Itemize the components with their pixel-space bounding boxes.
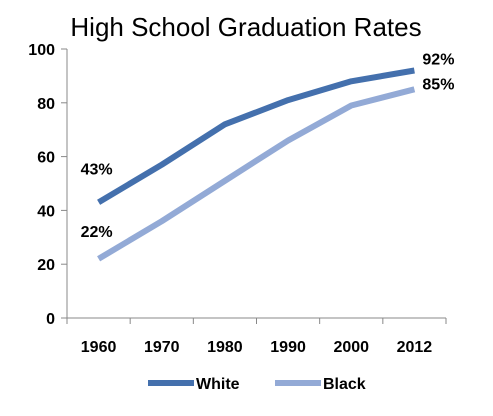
y-tick-label: 60	[37, 150, 55, 167]
series-line-white	[97, 67, 415, 205]
chart-title: High School Graduation Rates	[70, 12, 421, 42]
legend-label-white: White	[196, 376, 240, 393]
x-tick-label: 1970	[144, 339, 180, 356]
y-tick-label: 40	[37, 203, 55, 220]
x-tick-label: 1990	[270, 339, 306, 356]
y-tick-label: 80	[37, 96, 55, 113]
series-line-black	[97, 86, 416, 262]
legend-label-black: Black	[323, 376, 366, 393]
x-tick-label: 2012	[397, 339, 433, 356]
x-tick-label: 1960	[81, 339, 117, 356]
y-tick-label: 100	[28, 42, 55, 59]
x-tick-label: 1980	[207, 339, 243, 356]
data-label-black: 85%	[422, 76, 454, 93]
y-tick-label: 20	[37, 257, 55, 274]
data-labels: 43% 92% 22% 85%	[81, 52, 455, 241]
legend: White Black	[148, 376, 366, 393]
series-layer	[97, 67, 416, 262]
y-tick-label: 0	[46, 311, 55, 328]
data-label-black: 22%	[81, 224, 113, 241]
data-label-white: 43%	[81, 161, 113, 178]
x-tick-label: 2000	[333, 339, 369, 356]
data-label-white: 92%	[422, 52, 454, 69]
axes: 0 20 40 60 80 100 1960 1970 1980 1990 2000 2012	[28, 42, 447, 356]
